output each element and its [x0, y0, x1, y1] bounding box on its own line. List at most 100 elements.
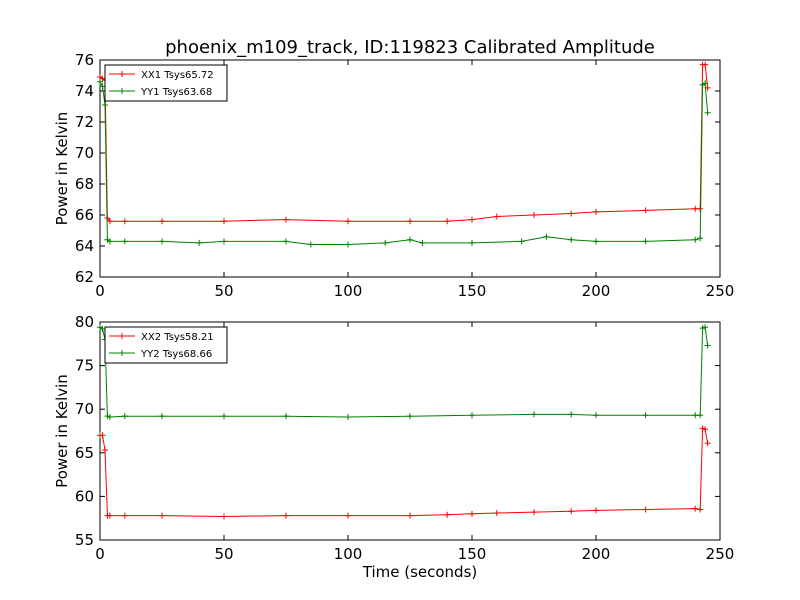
- panel2-series-1-point: [345, 512, 351, 519]
- panel1-series-2-point: [159, 238, 165, 245]
- panel2-legend-marker-2: [119, 350, 125, 356]
- panel2-xtick-label: 150: [458, 545, 487, 563]
- panel1-ylabel: Power in Kelvin: [53, 112, 71, 226]
- panel1-series-2-point: [101, 101, 108, 108]
- panel2-series-1-point: [568, 508, 575, 515]
- panel1-ytick-label: 66: [75, 206, 94, 224]
- panel2-series-2-point: [469, 412, 475, 419]
- panel1-xtick-label: 250: [706, 282, 735, 300]
- panel1-series-2-point: [97, 78, 103, 85]
- panel2-series-1-point: [221, 513, 227, 520]
- panel2-series-1-point: [531, 509, 537, 516]
- panel2-ytick-label: 80: [75, 313, 94, 331]
- panel2-legend-marker-1: [119, 333, 125, 339]
- panel1-series-2-point: [345, 241, 351, 248]
- panel1-series-2-point: [121, 238, 128, 245]
- panel2-series-1-point: [697, 506, 704, 513]
- panel1-series-2-point: [692, 236, 699, 243]
- panel1-series-1-point: [159, 218, 165, 225]
- panel2-series-1-point: [106, 512, 113, 519]
- panel1-ytick-label: 74: [75, 82, 94, 100]
- panel2-series-1-point: [283, 512, 289, 519]
- panel1-series-2-point: [407, 236, 413, 243]
- panel2-series-2-point: [702, 324, 709, 331]
- panel1-xtick-label: 200: [582, 282, 611, 300]
- panel2-ytick-label: 60: [75, 487, 94, 505]
- panel1-series-2-point: [283, 238, 289, 245]
- panel1-xtick-label: 150: [458, 282, 487, 300]
- panel1-series-2-point: [106, 238, 113, 245]
- panel2-series-1-point: [407, 512, 413, 519]
- panel1-legend-label-2: YY1 Tsys63.68: [140, 87, 212, 98]
- panel1-series-2-point: [697, 235, 704, 242]
- panel1-ytick-label: 76: [75, 51, 94, 69]
- panel2-series-2-point: [345, 414, 351, 421]
- panel1-xtick-label: 100: [334, 282, 363, 300]
- panel1-series-1-point: [469, 216, 475, 223]
- panel1-series-2-point: [419, 239, 426, 246]
- panel2-xtick-label: 200: [582, 545, 611, 563]
- panel1-series-1-point: [444, 218, 451, 225]
- panel1-ytick-label: 68: [75, 175, 94, 193]
- panel2-xtick-label: 250: [706, 545, 735, 563]
- panel1-series-1-point: [283, 216, 289, 223]
- panel2-series-2-point: [697, 412, 704, 419]
- panel2-xlabel: Time (seconds): [362, 563, 478, 581]
- panel2-legend: [104, 326, 228, 364]
- panel2-series-1-point: [692, 505, 699, 512]
- panel2-legend-label-2: YY2 Tsys68.66: [140, 349, 212, 360]
- panel1-ytick-label: 62: [75, 268, 94, 286]
- panel1-ytick-label: 64: [75, 237, 94, 255]
- panel1-legend-marker-2: [119, 88, 125, 94]
- panel2-series-2-point: [159, 413, 165, 420]
- panel1-series-1-point: [493, 213, 500, 220]
- panel2-series-2-point: [121, 413, 128, 420]
- panel2-series-1-point: [99, 432, 106, 439]
- panel2-ytick-label: 75: [75, 357, 94, 375]
- panel1-series-1-point: [702, 61, 709, 68]
- panel2-xtick-label: 50: [214, 545, 233, 563]
- panel1-ytick-label: 70: [75, 144, 94, 162]
- panel1-series-1-point: [106, 218, 113, 225]
- panel1-legend-label-1: XX1 Tsys65.72: [141, 70, 214, 81]
- panel1-series-2-point: [221, 238, 227, 245]
- panel1-series-1-point: [121, 218, 128, 225]
- panel2-ytick-label: 55: [75, 531, 94, 549]
- panel1-xtick-label: 0: [95, 282, 105, 300]
- panel2-series-2-point: [407, 413, 413, 420]
- panel2-series-2-point: [531, 411, 537, 418]
- panel1-series-1-point: [531, 212, 537, 218]
- panel2-series-1-point: [444, 511, 451, 518]
- panel2-series-2-point: [99, 325, 106, 332]
- panel2-series-1-point: [469, 510, 475, 517]
- panel1-series-2-point: [469, 239, 475, 246]
- panel2-series-1-point: [493, 509, 500, 516]
- panel1-series-2-point: [518, 238, 525, 245]
- panel1-legend-marker-1: [119, 71, 125, 77]
- panel1-series-1-point: [642, 207, 649, 214]
- panel1-series-2-point: [543, 233, 550, 240]
- panel2-series-2-point: [642, 412, 649, 419]
- panel2-series-2-point: [593, 412, 599, 419]
- panel2-series-1-point: [702, 426, 709, 433]
- panel2-series-2-point: [283, 413, 289, 420]
- panel1-series-1-point: [593, 208, 599, 215]
- panel1-xtick-label: 50: [214, 282, 233, 300]
- panel1-series-2-point: [593, 238, 599, 245]
- panel2-series-2-point: [106, 414, 113, 421]
- panel2-series-2-point: [704, 342, 711, 349]
- panel2-ylabel: Power in Kelvin: [53, 374, 71, 488]
- panel2-xtick-label: 0: [95, 545, 105, 563]
- panel1-series-2-point: [196, 239, 203, 246]
- panel2-series-2-point: [568, 411, 575, 418]
- panel1-ytick-label: 72: [75, 113, 94, 131]
- panel1-series-2-point: [307, 241, 314, 248]
- panel1-series-1-point: [407, 218, 413, 225]
- panel1-series-2-point: [642, 238, 649, 245]
- panel1-series-2-point: [99, 83, 106, 90]
- panel1-series-1-point: [345, 218, 351, 225]
- chart-title: phoenix_m109_track, ID:119823 Calibrated…: [165, 37, 655, 58]
- panel1-series-2-point: [568, 236, 575, 243]
- panel2-series-1-point: [121, 512, 128, 519]
